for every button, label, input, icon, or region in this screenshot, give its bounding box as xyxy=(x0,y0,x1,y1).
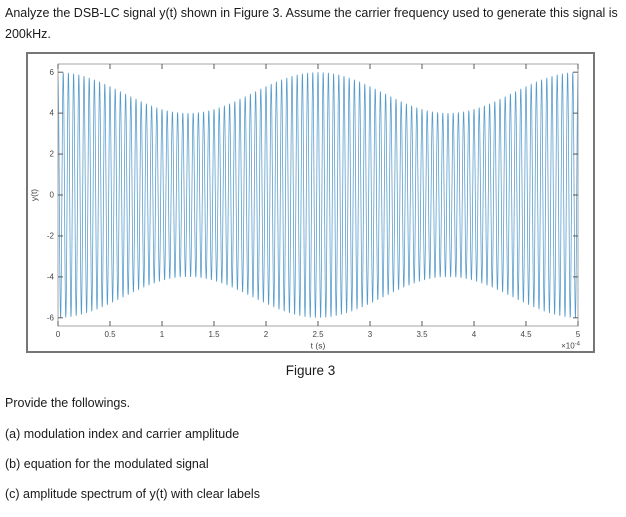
question-item-a: (a) modulation index and carrier amplitu… xyxy=(5,427,240,441)
svg-text:0: 0 xyxy=(56,330,61,339)
svg-text:-6: -6 xyxy=(47,313,55,322)
svg-text:4: 4 xyxy=(472,330,477,339)
svg-text:1.5: 1.5 xyxy=(208,330,220,339)
svg-text:0.5: 0.5 xyxy=(104,330,116,339)
svg-text:0: 0 xyxy=(50,191,55,200)
svg-text:-4: -4 xyxy=(47,272,55,281)
svg-text:1: 1 xyxy=(160,330,165,339)
problem-statement: Analyze the DSB-LC signal y(t) shown in … xyxy=(5,6,618,41)
svg-text:6: 6 xyxy=(50,68,55,77)
figure-caption: Figure 3 xyxy=(285,363,336,378)
svg-text:3: 3 xyxy=(368,330,373,339)
svg-text:-2: -2 xyxy=(47,232,55,241)
x-axis-multiplier: ×10-4 xyxy=(561,341,581,350)
svg-text:2: 2 xyxy=(50,150,55,159)
figure-frame: 0 0.5 1 1.5 2 2.5 3 3.5 4 4.5 5 -6 -4 -2 0 2 4 6 t (s) y(t)… xyxy=(26,52,595,353)
y-axis-label: y(t) xyxy=(29,189,39,201)
signal-plot: 0 0.5 1 1.5 2 2.5 3 3.5 4 4.5 5 -6 -4 -2 0 2 4 6 t (s) y(t)… xyxy=(29,63,581,351)
svg-text:4: 4 xyxy=(50,109,55,118)
svg-text:2: 2 xyxy=(264,330,269,339)
question-item-b: (b) equation for the modulated signal xyxy=(5,457,209,471)
svg-text:5: 5 xyxy=(576,330,581,339)
svg-text:4.5: 4.5 xyxy=(520,330,532,339)
question-item-c: (c) amplitude spectrum of y(t) with clea… xyxy=(5,487,260,501)
questions-intro: Provide the followings. xyxy=(5,396,131,410)
svg-text:2.5: 2.5 xyxy=(312,330,324,339)
x-axis-label: t (s) xyxy=(311,341,326,351)
svg-text:3.5: 3.5 xyxy=(416,330,428,339)
